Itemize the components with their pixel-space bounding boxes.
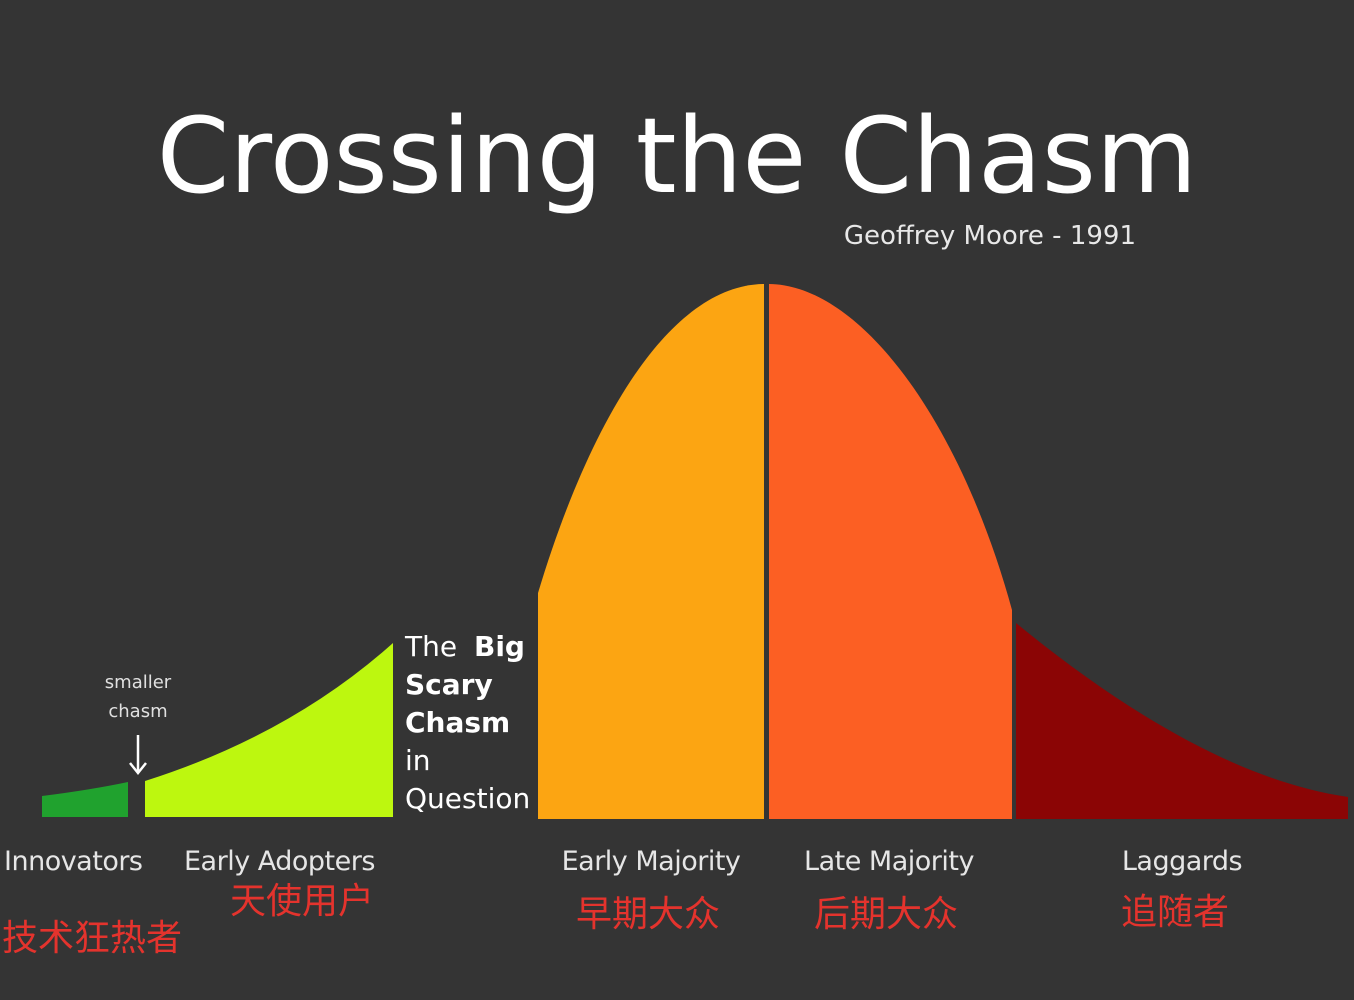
down-arrow-icon — [129, 735, 147, 776]
big-chasm-line4: in — [405, 744, 431, 777]
label-late-majority: Late Majority — [804, 846, 974, 877]
segment-innovators — [42, 782, 128, 817]
label-early-adopters: Early Adopters — [184, 846, 375, 877]
cn-label-early-adopters: 天使用户 — [230, 881, 374, 922]
cn-label-early-majority: 早期大众 — [576, 894, 720, 935]
smaller-chasm-label-line2: chasm — [108, 701, 167, 722]
label-early-majority: Early Majority — [562, 846, 741, 877]
diagram-title: Crossing the Chasm — [157, 95, 1197, 217]
segment-late-majority — [769, 284, 1012, 819]
smaller-chasm-label-line1: smaller — [105, 672, 172, 693]
label-innovators: Innovators — [4, 846, 143, 877]
big-chasm-line1: The Big — [404, 630, 525, 663]
segment-early-adopters — [145, 643, 393, 817]
cn-label-late-majority: 后期大众 — [814, 894, 958, 935]
big-chasm-line3: Chasm — [405, 706, 510, 739]
label-laggards: Laggards — [1122, 846, 1242, 877]
big-chasm-line5: Question — [405, 782, 530, 815]
big-chasm-line2: Scary — [405, 668, 493, 701]
segment-early-majority — [538, 284, 764, 819]
big-chasm-big: Big — [474, 630, 525, 663]
big-chasm-the: The — [404, 630, 457, 663]
cn-label-laggards: 追随者 — [1121, 892, 1229, 933]
segment-laggards — [1016, 623, 1348, 819]
cn-label-innovators: 技术狂热者 — [2, 918, 182, 959]
diagram-subtitle: Geoffrey Moore - 1991 — [844, 221, 1136, 251]
